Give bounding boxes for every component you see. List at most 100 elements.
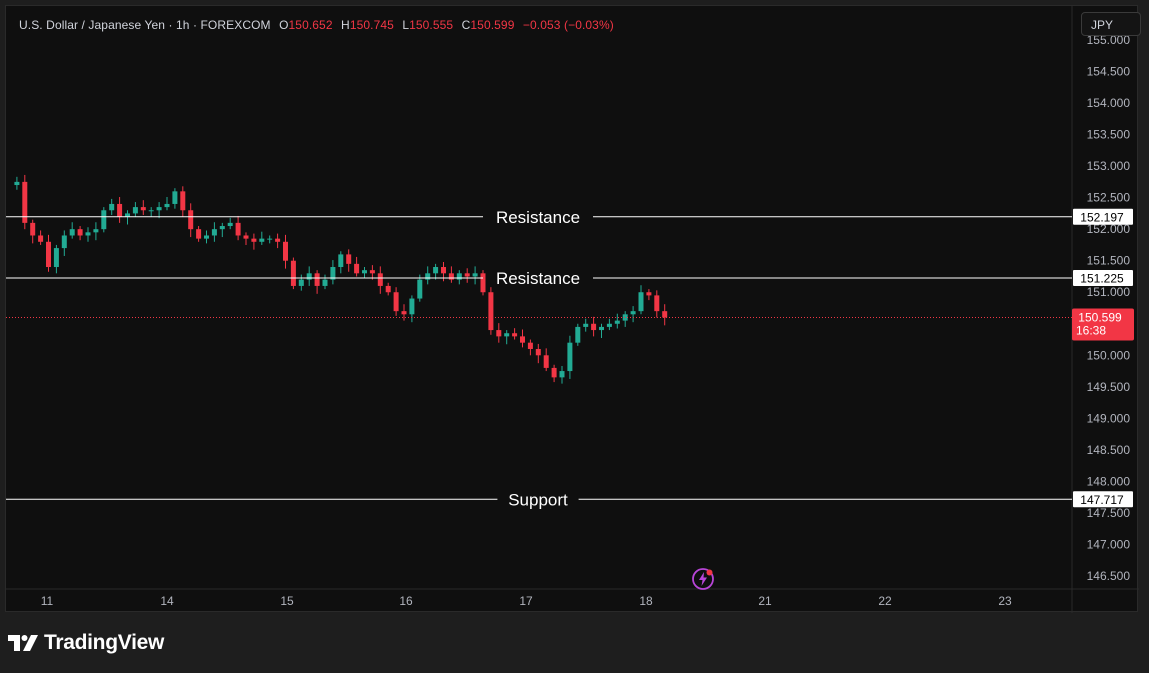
candle-body bbox=[433, 267, 439, 274]
y-tick-label: 148.500 bbox=[1087, 443, 1131, 457]
candle-body bbox=[354, 263, 360, 274]
candle-body bbox=[330, 267, 336, 280]
candle-body bbox=[243, 235, 249, 239]
candle-body bbox=[583, 323, 589, 327]
y-tick-label: 147.000 bbox=[1087, 537, 1131, 551]
y-tick-label: 154.500 bbox=[1087, 65, 1131, 79]
x-tick-label: 17 bbox=[519, 594, 533, 608]
candle-body bbox=[61, 235, 67, 249]
symbol-title: U.S. Dollar / Japanese Yen · 1h · FOREXC… bbox=[19, 18, 271, 32]
candle-body bbox=[259, 238, 265, 242]
x-tick-label: 14 bbox=[160, 594, 174, 608]
candle-body bbox=[614, 320, 620, 324]
candle-body bbox=[306, 273, 312, 280]
y-tick-label: 149.500 bbox=[1087, 380, 1131, 394]
candle-body bbox=[38, 235, 44, 242]
low-value: 150.555 bbox=[409, 18, 454, 32]
candle-body bbox=[322, 279, 328, 286]
candle-body bbox=[283, 241, 288, 261]
candle-body bbox=[606, 323, 612, 327]
price-chart[interactable]: 155.000 154.500 154.000 153.500 153.000 152.5… bbox=[6, 6, 1139, 613]
candle-body bbox=[172, 191, 178, 204]
candle-body bbox=[401, 311, 407, 315]
candle-body bbox=[369, 270, 375, 274]
candle-body bbox=[140, 207, 146, 211]
symbol-legend: U.S. Dollar / Japanese Yen · 1h · FOREXC… bbox=[19, 18, 614, 32]
level-price-badge-text: 147.717 bbox=[1080, 493, 1124, 507]
tradingview-logo-icon[interactable] bbox=[8, 632, 40, 654]
candle-body bbox=[117, 203, 123, 217]
candle-body bbox=[551, 367, 557, 378]
candle-body bbox=[53, 248, 59, 268]
candle-body bbox=[472, 273, 478, 277]
candle-body bbox=[567, 342, 573, 372]
candle-body bbox=[543, 355, 549, 368]
candle-body bbox=[362, 270, 367, 274]
candle-body bbox=[219, 226, 225, 230]
candle-body bbox=[488, 292, 494, 331]
candle-body bbox=[338, 254, 344, 268]
candle-body bbox=[164, 203, 170, 208]
chart-area[interactable]: 155.000 154.500 154.000 153.500 153.000 152.5… bbox=[5, 5, 1141, 613]
candle-body bbox=[512, 333, 518, 337]
candle-body bbox=[204, 235, 209, 239]
candle-body bbox=[559, 371, 565, 378]
candle-body bbox=[520, 336, 525, 343]
candle-body bbox=[77, 229, 83, 236]
x-tick-label: 16 bbox=[399, 594, 413, 608]
candle-body bbox=[101, 210, 107, 230]
candle-body bbox=[267, 238, 273, 240]
candle-body bbox=[448, 273, 454, 280]
candle-body bbox=[69, 229, 75, 236]
level-price-badge bbox=[1073, 491, 1133, 508]
candle-body bbox=[180, 191, 186, 211]
close-label: C bbox=[461, 18, 471, 32]
candle-body bbox=[393, 292, 399, 312]
close-value: 150.599 bbox=[470, 18, 515, 32]
x-tick-label: 22 bbox=[878, 594, 892, 608]
high-label: H bbox=[341, 18, 350, 32]
open-value: 150.652 bbox=[288, 18, 333, 32]
candle-body bbox=[535, 348, 541, 356]
x-tick-label: 23 bbox=[998, 594, 1012, 608]
y-tick-label: 147.500 bbox=[1087, 506, 1131, 520]
level-label: Resistance bbox=[496, 208, 580, 227]
candle-body bbox=[377, 273, 383, 286]
level-label: Support bbox=[508, 490, 568, 509]
candle-body bbox=[575, 326, 581, 343]
candle-body bbox=[30, 222, 36, 236]
candle-body bbox=[314, 273, 320, 286]
last-price-badge bbox=[1072, 308, 1134, 341]
candle-body bbox=[622, 314, 628, 321]
candle-body bbox=[132, 207, 138, 214]
currency-button[interactable]: JPY bbox=[1081, 12, 1141, 36]
y-tick-label: 150.000 bbox=[1087, 348, 1131, 362]
last-price-badge-value: 150.599 bbox=[1078, 311, 1122, 325]
candle-body bbox=[298, 279, 304, 286]
change-value: −0.053 (−0.03%) bbox=[522, 18, 614, 32]
level-price-badge bbox=[1073, 208, 1133, 225]
candle-body bbox=[85, 232, 91, 236]
brand-name[interactable]: TradingView bbox=[44, 631, 165, 654]
x-tick-label: 18 bbox=[639, 594, 653, 608]
candle-body bbox=[188, 210, 194, 230]
y-tick-label: 155.000 bbox=[1087, 33, 1131, 47]
candle-body bbox=[425, 273, 431, 280]
candle-body bbox=[22, 181, 28, 223]
candle-body bbox=[630, 311, 636, 315]
candle-body bbox=[527, 342, 533, 349]
candle-body bbox=[235, 222, 241, 236]
y-tick-label: 154.000 bbox=[1087, 96, 1131, 110]
y-tick-label: 148.000 bbox=[1087, 474, 1131, 488]
candle-body bbox=[14, 181, 20, 186]
open-label: O bbox=[279, 18, 289, 32]
lightning-bolt-icon[interactable] bbox=[691, 567, 715, 591]
candle-body bbox=[638, 292, 644, 312]
candle-body bbox=[385, 285, 391, 293]
x-tick-label: 15 bbox=[280, 594, 294, 608]
last-price-countdown: 16:38 bbox=[1076, 324, 1106, 338]
candle-body bbox=[504, 333, 510, 337]
candle-body bbox=[646, 292, 652, 296]
candle-body bbox=[346, 254, 352, 264]
candle-body bbox=[480, 273, 486, 293]
